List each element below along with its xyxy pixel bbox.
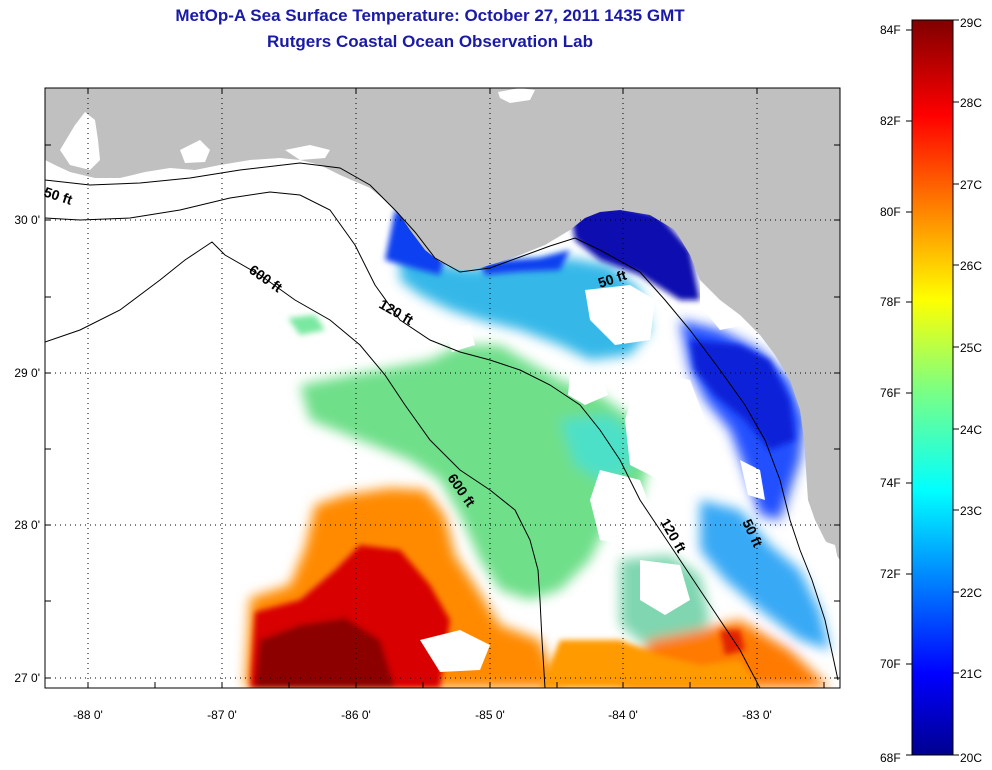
lon-label: -84 0' xyxy=(608,708,638,722)
latitude-labels: 30 0' 29 0' 28 0' 27 0' xyxy=(14,213,40,685)
lon-label: -87 0' xyxy=(207,708,237,722)
axis-ticks xyxy=(45,88,840,688)
longitude-labels: -88 0' -87 0' -86 0' -85 0' -84 0' -83 0… xyxy=(73,708,772,722)
fahrenheit-label: 74F xyxy=(880,476,901,490)
map-subtitle: Rutgers Coastal Ocean Observation Lab xyxy=(267,32,593,51)
fahrenheit-label: 76F xyxy=(880,386,901,400)
celsius-label: 26C xyxy=(960,259,982,273)
fahrenheit-label: 72F xyxy=(880,567,901,581)
bathymetry-contours xyxy=(45,162,839,688)
fahrenheit-label: 78F xyxy=(880,295,901,309)
lat-label: 28 0' xyxy=(14,518,40,532)
fahrenheit-label: 70F xyxy=(880,657,901,671)
fahrenheit-label: 80F xyxy=(880,205,901,219)
land-mask xyxy=(45,88,840,565)
sst-field xyxy=(245,205,830,688)
celsius-label: 24C xyxy=(960,423,982,437)
colorbar: 84F 82F 80F 78F 76F 74F 72F 70F 68F 29C … xyxy=(880,16,982,765)
lat-label: 30 0' xyxy=(14,213,40,227)
lon-label: -85 0' xyxy=(475,708,505,722)
lon-label: -88 0' xyxy=(73,708,103,722)
celsius-label: 27C xyxy=(960,178,982,192)
graticule xyxy=(45,88,840,688)
celsius-label: 28C xyxy=(960,96,982,110)
fahrenheit-label: 82F xyxy=(880,114,901,128)
celsius-label: 21C xyxy=(960,667,982,681)
lat-label: 27 0' xyxy=(14,671,40,685)
colorbar-ramp xyxy=(911,19,954,756)
fahrenheit-label: 84F xyxy=(880,23,901,37)
map-title: MetOp-A Sea Surface Temperature: October… xyxy=(175,6,685,25)
celsius-label: 20C xyxy=(960,751,982,765)
celsius-label: 22C xyxy=(960,586,982,600)
lon-label: -86 0' xyxy=(341,708,371,722)
lat-label: 29 0' xyxy=(14,366,40,380)
celsius-label: 29C xyxy=(960,16,982,30)
lon-label: -83 0' xyxy=(742,708,772,722)
plot-frame xyxy=(44,87,841,689)
celsius-label: 23C xyxy=(960,504,982,518)
celsius-label: 25C xyxy=(960,341,982,355)
fahrenheit-label: 68F xyxy=(880,751,901,765)
